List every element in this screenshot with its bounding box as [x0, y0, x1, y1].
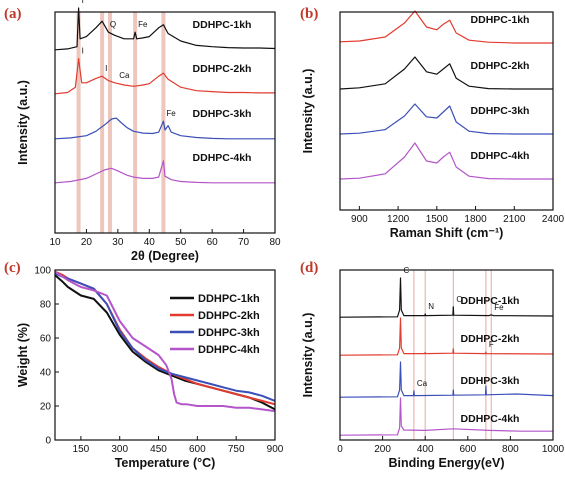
x-tick-label: 0 [337, 444, 343, 455]
x-tick-label: 600 [189, 444, 206, 455]
series-label: DDHPC-3kh [471, 105, 530, 117]
x-tick-label: 80 [269, 237, 281, 248]
peak-annotation: F [489, 340, 494, 349]
y-axis-label: Weight (%) [16, 323, 30, 387]
plot-frame [54, 269, 276, 441]
y-axis-label: Intensity (a.u.) [301, 313, 315, 398]
highlight-band [76, 12, 81, 233]
series-line [339, 142, 553, 180]
x-tick-label: 40 [144, 237, 156, 248]
series-line [339, 397, 553, 436]
peak-annotation: Ca [119, 71, 130, 80]
x-tick-label: 1500 [426, 214, 449, 225]
highlight-band [100, 12, 105, 233]
highlight-band [133, 12, 138, 233]
x-tick-label: 2400 [542, 214, 565, 225]
x-tick-label: 1200 [387, 214, 410, 225]
panel-2: (c) 0 20 40 60 80 100 DDHPC-1kh DDHPC-2kh DDHPC-3… [4, 260, 284, 470]
series-line [339, 317, 554, 356]
x-tick-label: 300 [111, 444, 128, 455]
x-tick-label: 450 [150, 444, 167, 455]
panel-0: (a) DDHPC-1kh DDHPC-2kh DDHPC-3kh DDHPC-4kh I… [4, 0, 281, 263]
series-label: DDHPC-1kh [193, 19, 252, 31]
x-tick-label: 30 [112, 237, 124, 248]
series-line [339, 103, 553, 135]
highlight-band [108, 12, 112, 233]
series-line [54, 272, 276, 402]
series-line [54, 58, 275, 95]
x-axis-label: 2θ (Degree) [131, 249, 199, 263]
peak-annotation: I [82, 0, 84, 5]
x-tick-label: 10 [49, 237, 61, 248]
series-label: DDHPC-1kh [461, 295, 520, 307]
x-tick-label: 70 [238, 237, 250, 248]
series-label: DDHPC-4kh [471, 150, 530, 162]
legend-entry: DDHPC-1kh [198, 293, 260, 305]
y-axis-label: Intensity (a.u.) [16, 80, 30, 165]
plot-frame [339, 269, 554, 441]
series-label: DDHPC-2kh [193, 63, 252, 75]
panel-1: (b) DDHPC-1kh DDHPC-2kh DDHPC-3kh DDHPC-4kh 9… [300, 6, 565, 240]
y-tick-label: 0 [45, 436, 51, 447]
x-axis-label: Binding Energy(eV) [389, 456, 505, 470]
y-tick-label: 20 [40, 402, 52, 413]
y-tick-label: 80 [40, 300, 52, 311]
plot-frame [54, 11, 276, 234]
peak-annotation: Fe [494, 303, 504, 312]
panel-label: (d) [300, 260, 318, 276]
x-tick-label: 1800 [464, 214, 487, 225]
series-label: DDHPC-3kh [461, 375, 520, 387]
peak-annotation: I [105, 64, 107, 73]
peak-annotation: Fe [138, 20, 148, 29]
series-label: DDHPC-4kh [461, 413, 520, 425]
x-tick-label: 200 [374, 444, 391, 455]
x-tick-label: 750 [228, 444, 245, 455]
series-line [339, 361, 554, 398]
y-axis-label: Intensity (a.u.) [301, 69, 315, 154]
x-tick-label: 150 [73, 444, 90, 455]
panel-label: (c) [4, 260, 21, 276]
panel-3: (d) DDHPC-1kh DDHPC-2kh DDHPC-3kh DDHPC-4kh C… [300, 260, 565, 470]
panel-label: (b) [300, 6, 318, 22]
legend-entry: DDHPC-4kh [198, 344, 260, 356]
series-line [339, 277, 554, 318]
y-tick-label: 40 [40, 368, 52, 379]
legend-entry: DDHPC-2kh [198, 310, 260, 322]
peak-annotation: Ca [417, 379, 428, 388]
peak-annotation: O [456, 295, 462, 304]
x-tick-label: 1000 [542, 444, 565, 455]
x-axis-label: Raman Shift (cm⁻¹) [390, 226, 504, 240]
series-line [339, 56, 553, 90]
legend-entry: DDHPC-3kh [198, 327, 260, 339]
series-line [54, 270, 276, 413]
series-label: DDHPC-3kh [193, 108, 252, 120]
series-label: DDHPC-2kh [471, 60, 530, 72]
series-label: DDHPC-4kh [193, 152, 252, 164]
x-tick-label: 900 [267, 444, 284, 455]
series-label: DDHPC-2kh [461, 333, 520, 345]
x-tick-label: 400 [417, 444, 434, 455]
x-axis-label: Temperature (°C) [115, 456, 216, 470]
series-label: DDHPC-1kh [471, 14, 530, 26]
y-tick-label: 100 [34, 266, 51, 277]
panel-label: (a) [4, 6, 22, 22]
series-line [54, 160, 275, 184]
x-tick-label: 900 [351, 214, 368, 225]
series-line [54, 7, 276, 51]
x-tick-label: 2100 [503, 214, 526, 225]
series-line [54, 117, 275, 140]
x-tick-label: 20 [81, 237, 93, 248]
peak-annotation: Fe [166, 109, 176, 118]
x-tick-label: 800 [502, 444, 519, 455]
peak-annotation: I [82, 47, 84, 56]
peak-annotation: Q [110, 20, 116, 29]
x-tick-label: 50 [175, 237, 187, 248]
peak-annotation: N [428, 302, 434, 311]
plot-frame [339, 11, 554, 211]
y-tick-label: 60 [40, 334, 52, 345]
series-line [339, 10, 553, 44]
x-tick-label: 60 [207, 237, 219, 248]
x-tick-label: 600 [459, 444, 476, 455]
